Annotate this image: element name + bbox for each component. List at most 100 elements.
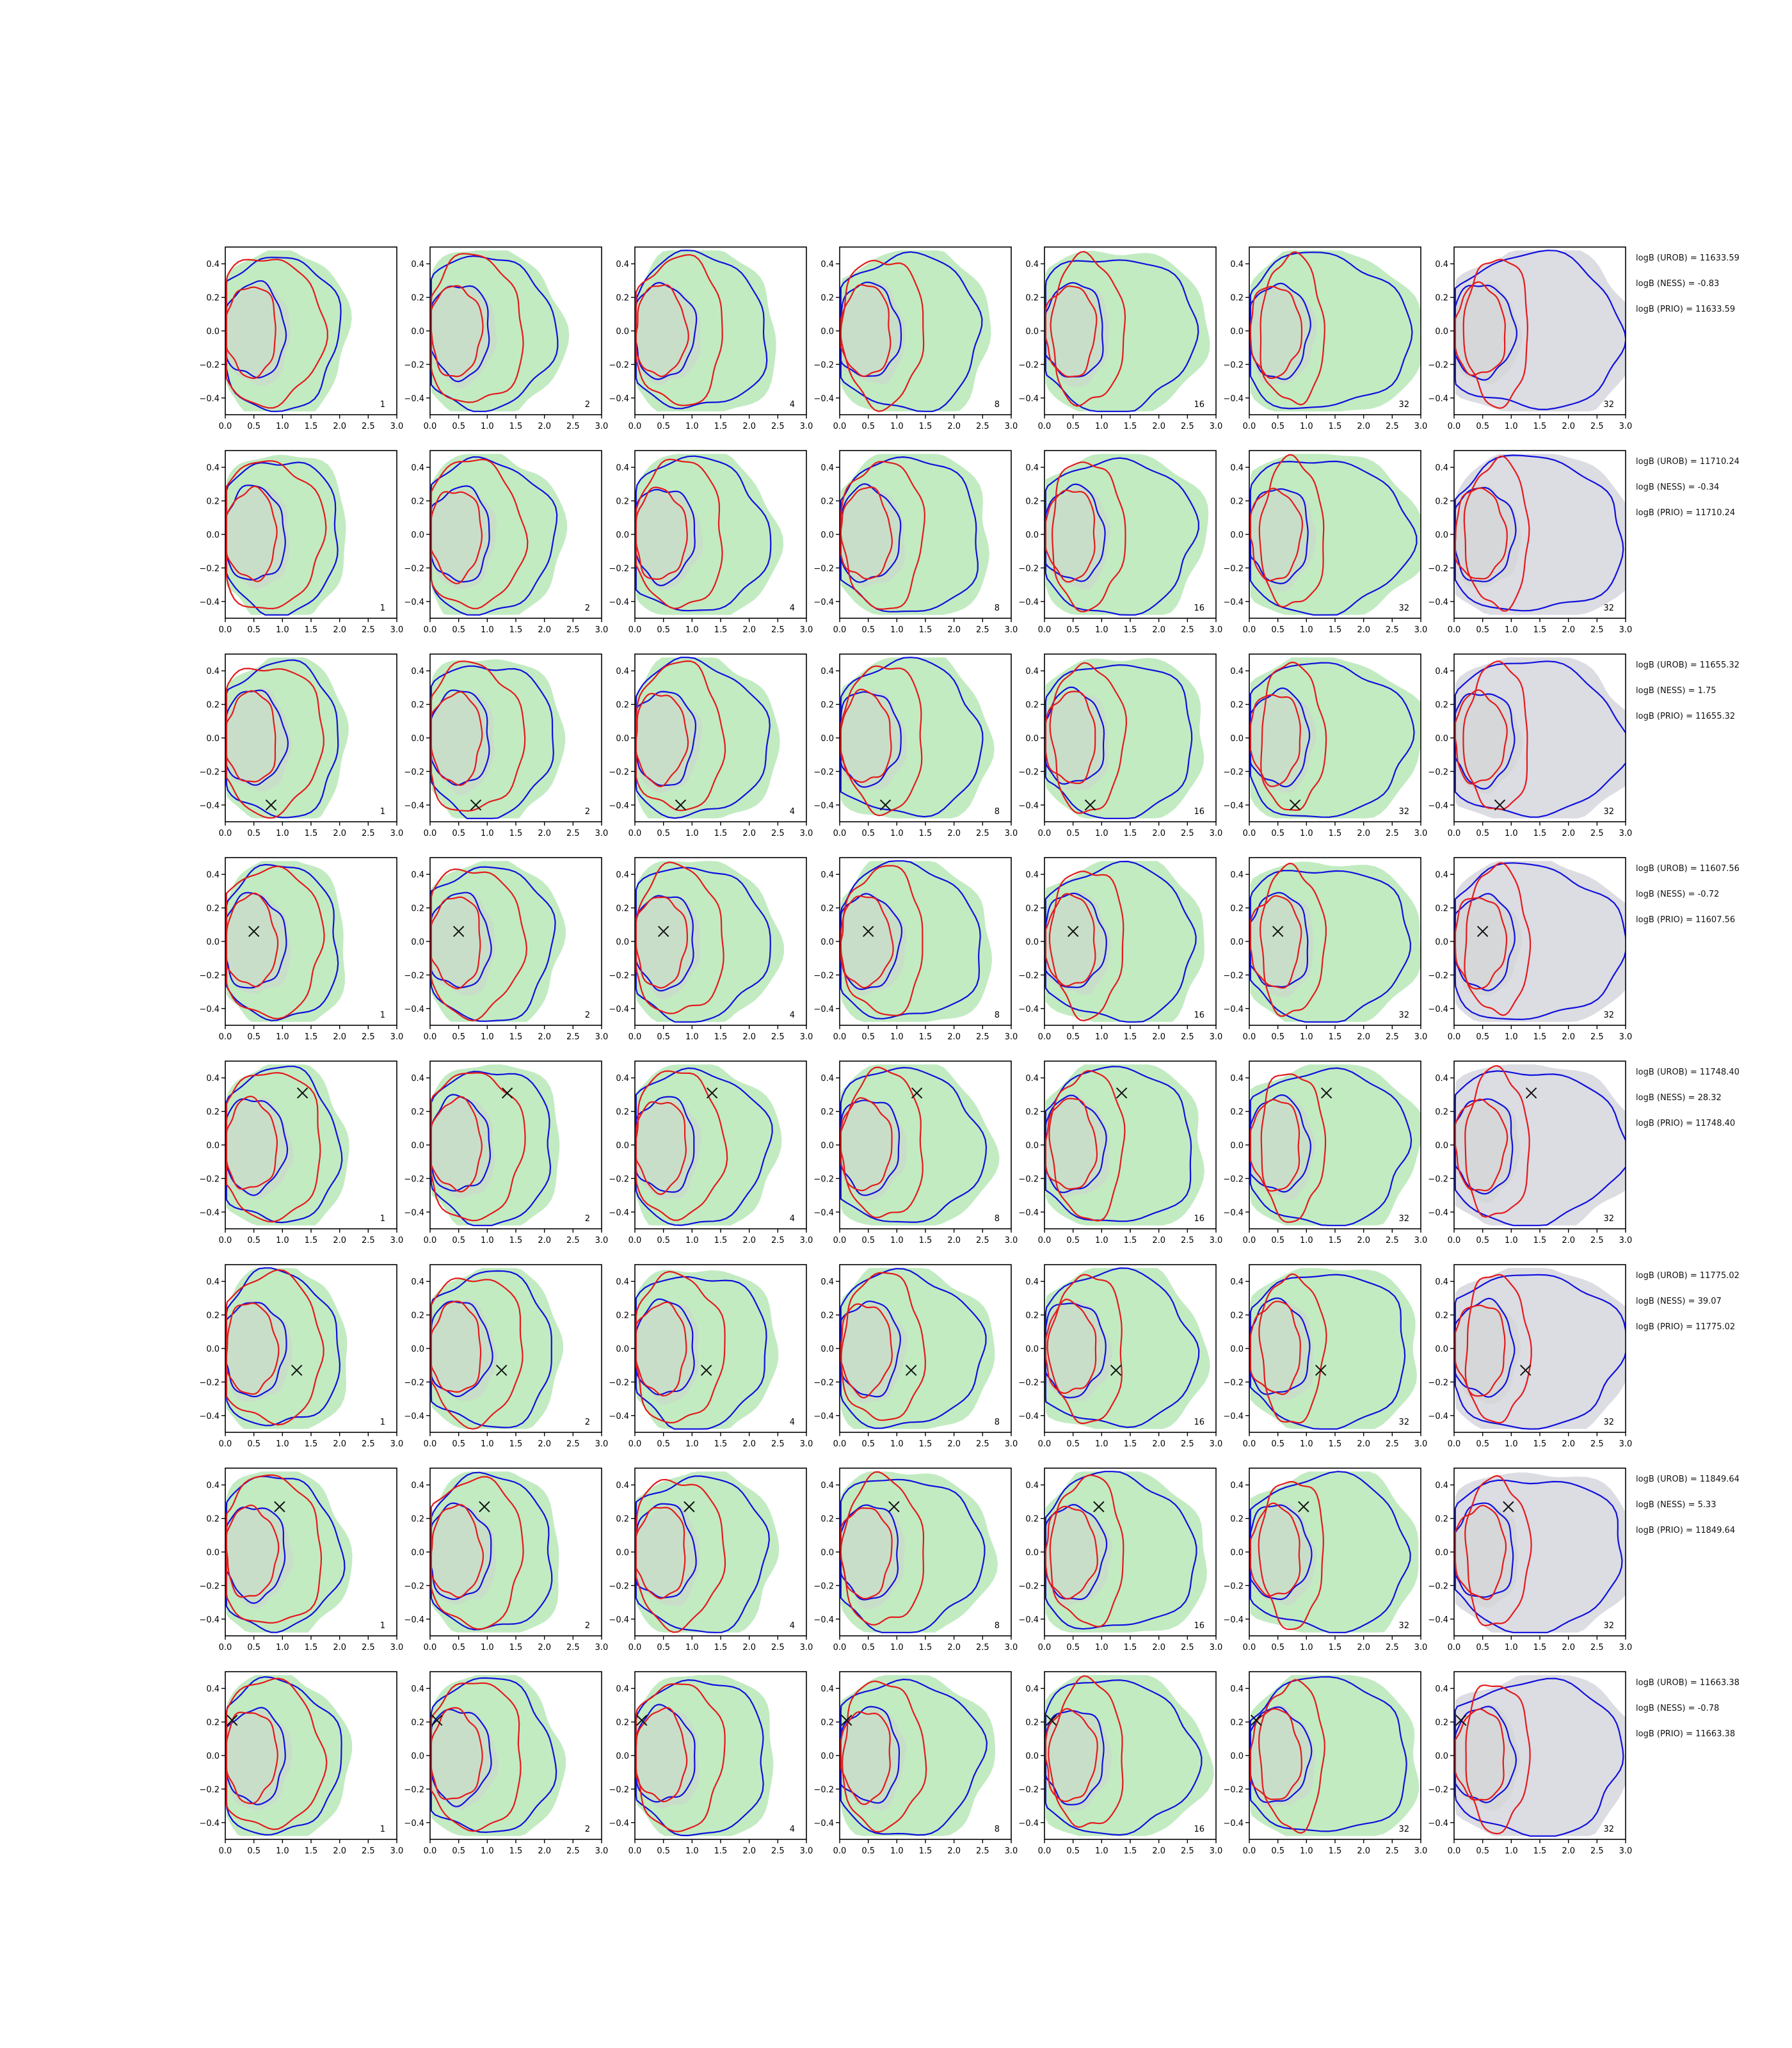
- panel-r1-c3: 0.4 0.2 0.0 −0.2 −0.4 0.0 0.5 1.0 1.5 2.0 2.5 3.0 4: [609, 246, 813, 431]
- x-tick-label: 1.0: [685, 1032, 699, 1042]
- x-tick-label: 1.0: [685, 1846, 699, 1856]
- x-tick-label: 1.0: [890, 1032, 904, 1042]
- column-label: 4: [790, 1011, 795, 1020]
- y-tick-label: 0.2: [1025, 1718, 1039, 1728]
- density-core: [636, 280, 701, 385]
- panel-r5-c6: 0.4 0.2 0.0 −0.2 −0.4 0.0 0.5 1.0 1.5 2.0 2.5 3.0 32: [1223, 1060, 1427, 1245]
- y-tick-label: −0.4: [1428, 1819, 1448, 1828]
- y-tick-label: 0.0: [1435, 1141, 1448, 1151]
- y-tick-label: −0.2: [1223, 360, 1244, 370]
- x-tick-label: 3.0: [390, 422, 404, 431]
- y-tick-label: −0.4: [1018, 1615, 1039, 1625]
- red-contour-outer: [1048, 1675, 1124, 1828]
- x-tick-label: 1.0: [481, 1439, 494, 1449]
- y-tick-label: 0.2: [411, 294, 424, 303]
- x-tick-label: 3.0: [1619, 829, 1633, 838]
- x-tick-label: 3.0: [1005, 1236, 1018, 1245]
- panel-r3-c4: 0.4 0.2 0.0 −0.2 −0.4 0.0 0.5 1.0 1.5 2.0 2.5 3.0 8: [813, 653, 1018, 838]
- marker-x: [879, 799, 892, 811]
- panel-r6-c1: 0.4 0.2 0.0 −0.2 −0.4 0.0 0.5 1.0 1.5 2.0 2.5 3.0 1: [199, 1264, 403, 1449]
- y-tick-label: 0.0: [206, 1752, 220, 1761]
- x-tick-label: 1.5: [919, 1439, 932, 1449]
- red-contour-inner: [225, 892, 279, 988]
- y-tick-label: −0.4: [609, 1615, 629, 1625]
- panel-r2-c7: 0.4 0.2 0.0 −0.2 −0.4 0.0 0.5 1.0 1.5 2.0 2.5 3.0 32: [1428, 450, 1632, 635]
- x-tick-label: 2.0: [333, 1236, 346, 1245]
- x-tick-label: 0.0: [219, 829, 232, 838]
- x-tick-label: 0.0: [833, 1032, 847, 1042]
- x-tick-label: 1.0: [685, 1236, 699, 1245]
- marker-x: [1525, 1087, 1537, 1099]
- x-tick-label: 2.5: [1386, 829, 1399, 838]
- x-tick-label: 0.5: [1066, 1643, 1080, 1652]
- y-tick-label: −0.4: [1018, 801, 1039, 811]
- x-tick-label: 3.0: [390, 625, 404, 635]
- x-tick-label: 2.5: [771, 1439, 785, 1449]
- y-tick-label: 0.4: [411, 1481, 424, 1491]
- marker-x: [1298, 1501, 1309, 1512]
- column-label: 32: [1398, 1825, 1409, 1834]
- y-tick-label: 0.0: [616, 938, 629, 947]
- y-tick-label: −0.2: [404, 767, 424, 777]
- x-tick-label: 0.5: [452, 1236, 465, 1245]
- y-tick-label: 0.2: [1230, 294, 1244, 303]
- x-tick-label: 2.0: [538, 625, 551, 635]
- y-tick-label: 0.2: [206, 904, 220, 914]
- x-tick-label: 1.0: [1505, 829, 1518, 838]
- x-tick-label: 0.0: [628, 1846, 642, 1856]
- panel-r6-c2: 0.4 0.2 0.0 −0.2 −0.4 0.0 0.5 1.0 1.5 2.0 2.5 3.0 2: [404, 1264, 609, 1449]
- y-tick-label: −0.2: [1018, 971, 1039, 980]
- x-tick-label: 0.0: [1243, 829, 1256, 838]
- column-label: 16: [1194, 1621, 1204, 1631]
- marker-x: [470, 799, 482, 811]
- density-core: [636, 1302, 700, 1405]
- y-tick-label: 0.0: [411, 531, 424, 540]
- y-tick-label: −0.4: [404, 1005, 424, 1014]
- x-tick-label: 2.5: [1181, 422, 1194, 431]
- x-tick-label: 3.0: [595, 1439, 609, 1449]
- x-tick-label: 0.5: [1476, 1643, 1489, 1652]
- panel-r5-c3: 0.4 0.2 0.0 −0.2 −0.4 0.0 0.5 1.0 1.5 2.0 2.5 3.0 4: [609, 1060, 813, 1245]
- x-tick-label: 2.5: [771, 829, 785, 838]
- x-tick-label: 0.5: [861, 1846, 875, 1856]
- density-core: [1455, 1705, 1521, 1811]
- panel-r1-c6: 0.4 0.2 0.0 −0.2 −0.4 0.0 0.5 1.0 1.5 2.0 2.5 3.0 32: [1223, 246, 1427, 431]
- y-tick-label: −0.2: [199, 1581, 220, 1591]
- y-tick-label: −0.4: [1018, 1208, 1039, 1218]
- x-tick-label: 0.5: [861, 625, 875, 635]
- density-core: [1455, 1300, 1521, 1405]
- density-core: [840, 689, 908, 790]
- x-tick-label: 2.0: [333, 1643, 346, 1652]
- y-tick-label: −0.4: [1223, 1208, 1244, 1218]
- y-tick-label: −0.2: [1018, 360, 1039, 370]
- y-tick-label: 0.0: [1025, 734, 1039, 744]
- marker-x: [1320, 1087, 1332, 1099]
- x-tick-label: 0.5: [861, 1236, 875, 1245]
- y-tick-label: 0.2: [206, 1108, 220, 1117]
- column-label: 4: [790, 1621, 795, 1631]
- x-tick-label: 0.5: [247, 1643, 260, 1652]
- y-tick-label: 0.4: [1435, 1074, 1448, 1084]
- x-tick-label: 2.5: [1386, 1236, 1399, 1245]
- marker-x: [700, 1364, 712, 1376]
- x-tick-label: 2.5: [1386, 422, 1399, 431]
- y-tick-label: 0.2: [1435, 1515, 1448, 1524]
- panel-r2-c1: 0.4 0.2 0.0 −0.2 −0.4 0.0 0.5 1.0 1.5 2.0 2.5 3.0 1: [199, 450, 404, 635]
- y-tick-label: 0.0: [1230, 1141, 1244, 1151]
- x-tick-label: 1.0: [1095, 1032, 1108, 1042]
- red-contour-outer: [1258, 1273, 1327, 1424]
- x-tick-label: 1.5: [1124, 1439, 1137, 1449]
- y-tick-label: −0.2: [609, 360, 629, 370]
- density-core: [1045, 1300, 1112, 1402]
- panel-r7-c7: 0.4 0.2 0.0 −0.2 −0.4 0.0 0.5 1.0 1.5 2.0 2.5 3.0 32: [1428, 1468, 1632, 1652]
- x-tick-label: 3.0: [1619, 1236, 1633, 1245]
- x-tick-label: 3.0: [1619, 1032, 1633, 1042]
- y-tick-label: 0.4: [820, 1481, 834, 1491]
- y-tick-label: 0.4: [411, 1684, 424, 1694]
- x-tick-label: 0.0: [1243, 1439, 1256, 1449]
- x-tick-label: 0.0: [1243, 1643, 1256, 1652]
- y-tick-label: −0.4: [1223, 1412, 1244, 1421]
- density-core: [1455, 1101, 1521, 1203]
- logb-stat-r3-1: logB (UROB) = 11655.32: [1636, 660, 1740, 670]
